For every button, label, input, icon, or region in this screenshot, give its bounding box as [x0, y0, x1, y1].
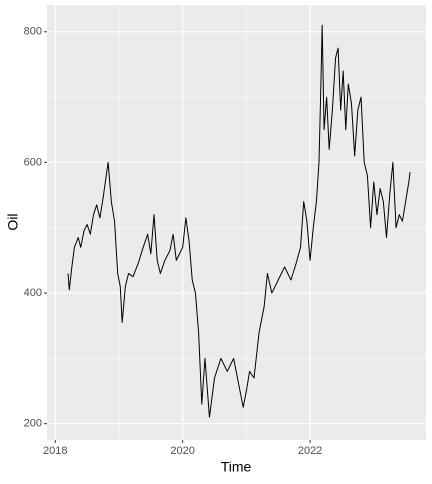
- x-tick-label: 2018: [43, 445, 67, 457]
- panel: [47, 5, 426, 440]
- y-axis-title: Oil: [5, 213, 21, 230]
- y-tick-label: 200: [24, 418, 42, 430]
- x-tick-label: 2020: [170, 445, 194, 457]
- y-tick-label: 800: [24, 26, 42, 38]
- y-tick-label: 400: [24, 287, 42, 299]
- x-axis-title: Time: [221, 459, 252, 475]
- y-tick-label: 600: [24, 156, 42, 168]
- x-tick-label: 2022: [298, 445, 322, 457]
- line-series: [67, 24, 411, 418]
